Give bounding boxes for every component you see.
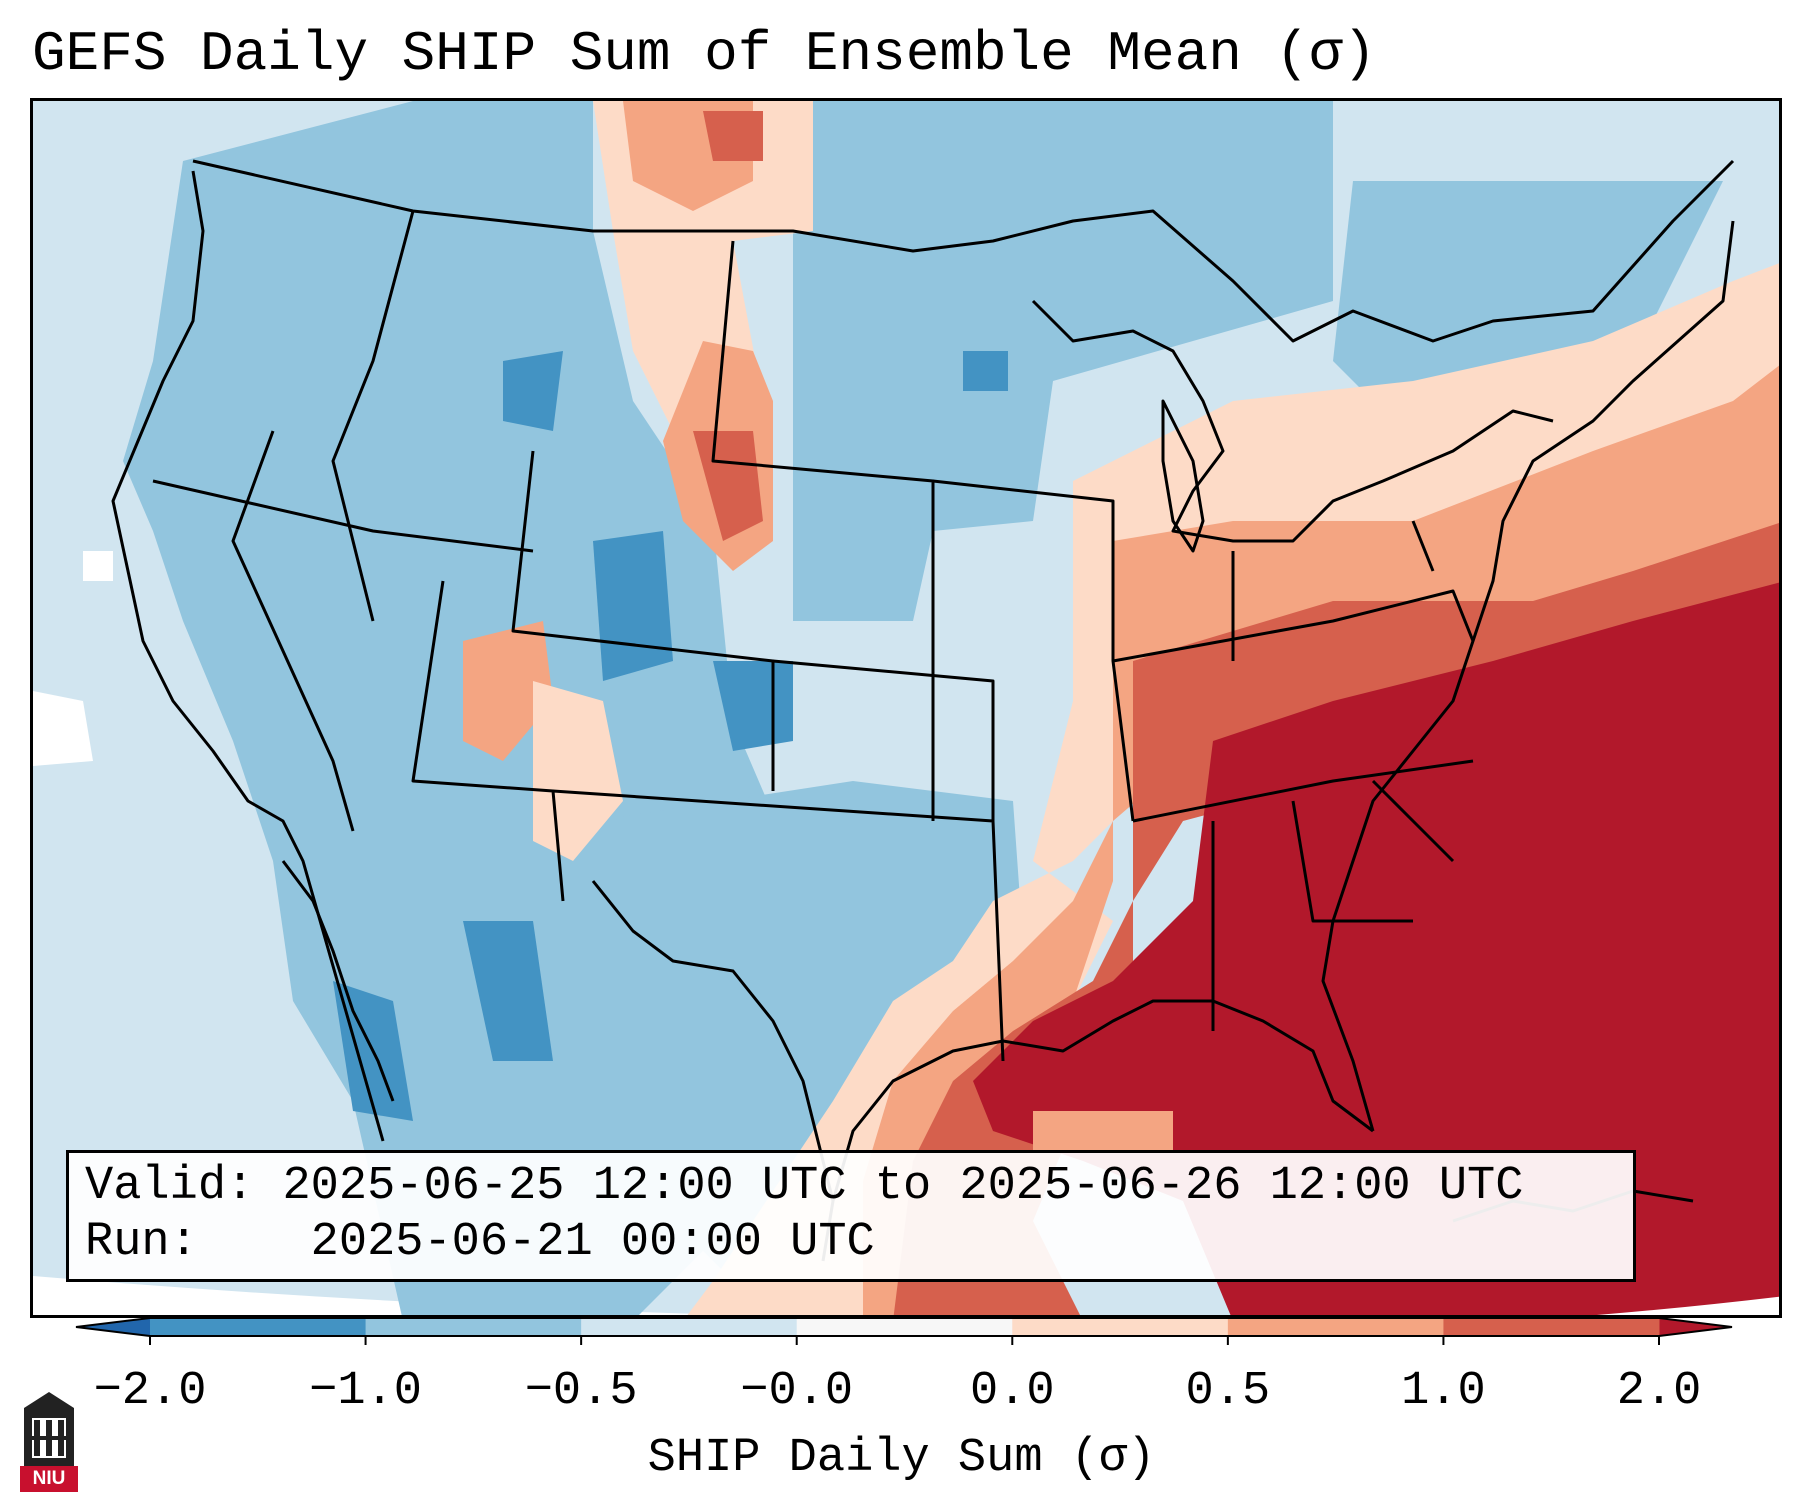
canada-border [192, 159, 1735, 343]
state-line-16 [1411, 520, 1435, 572]
colorbar-extend-low [76, 1318, 150, 1336]
colorbar-segment [581, 1318, 798, 1336]
colorbar-tick-label: 1.0 [1401, 1365, 1486, 1418]
state-line-4 [411, 580, 565, 902]
niu-logo: NIU [20, 1392, 78, 1492]
montana-blue-patch [503, 351, 563, 431]
colorado-blue-patch [593, 531, 673, 681]
us-west-coast [111, 170, 385, 1142]
minnesota-blue-patch [963, 351, 1008, 391]
gulf-coast [821, 999, 1374, 1262]
valid-label: Valid: [85, 1160, 255, 1213]
chart-title: GEFS Daily SHIP Sum of Ensemble Mean (σ) [32, 22, 1377, 86]
colorbar-segment [796, 1318, 1013, 1336]
colorbar-extend-high [1659, 1318, 1732, 1336]
state-line-1 [331, 210, 415, 622]
colorbar-tick-label: −0.0 [740, 1365, 854, 1418]
gulf-salmon-patch [1033, 1111, 1173, 1151]
pacific-gap-1 [33, 691, 93, 766]
state-line-14 [1371, 779, 1455, 863]
colorbar-tick-label: 0.0 [969, 1365, 1055, 1418]
baja-peninsula [281, 860, 395, 1102]
pacific-gap-2 [83, 551, 113, 581]
state-line-9 [772, 659, 995, 821]
map-panel [30, 98, 1782, 1318]
east-coast [1321, 220, 1735, 1132]
colorbar-tick-label: −0.5 [524, 1365, 638, 1418]
central-blue-region [793, 101, 1333, 621]
state-line-3 [231, 430, 355, 832]
plains-red-core [703, 111, 763, 161]
north-blue-region [1333, 181, 1723, 441]
state-line-11 [1132, 759, 1474, 823]
colorbar-segment [150, 1318, 367, 1336]
colorbar-tick-label: 0.5 [1185, 1365, 1271, 1418]
mexico-blue-patch [463, 921, 553, 1061]
university-tower-icon [24, 1392, 74, 1468]
state-line-10 [1112, 589, 1475, 663]
lake-michigan [1161, 399, 1205, 553]
validity-info-box: Valid: 2025-06-25 12:00 UTC to 2025-06-2… [66, 1150, 1636, 1282]
great-lakes [1031, 299, 1554, 543]
state-line-13 [1291, 800, 1413, 923]
colorbar-segment [1227, 1318, 1444, 1336]
utah-salmon [463, 621, 553, 761]
anomaly-map [33, 101, 1779, 1315]
rio-grande [591, 880, 835, 1202]
logo-text: NIU [20, 1466, 78, 1492]
colorbar-tick-label: −2.0 [93, 1365, 207, 1418]
colorbar-segment [1443, 1318, 1660, 1336]
colorbar-segment [1012, 1318, 1229, 1336]
state-line-5 [511, 450, 775, 791]
state-line-2 [152, 479, 534, 553]
valid-range: 2025-06-25 12:00 UTC to 2025-06-26 12:00… [282, 1160, 1524, 1213]
colorbar-tick-label: −1.0 [309, 1365, 422, 1418]
colorbar-axis-label: SHIP Daily Sum (σ) [647, 1432, 1156, 1485]
southeast-dark-red [973, 582, 1779, 1315]
run-label: Run: [85, 1216, 198, 1269]
state-line-8 [932, 479, 1135, 822]
colorbar-segment [365, 1318, 582, 1336]
high-plains-red [693, 431, 763, 541]
run-time: 2025-06-21 00:00 UTC [310, 1216, 875, 1269]
colorbar [75, 1317, 1733, 1345]
colorbar-tick-label: 2.0 [1616, 1365, 1702, 1418]
state-line-7 [711, 240, 935, 821]
